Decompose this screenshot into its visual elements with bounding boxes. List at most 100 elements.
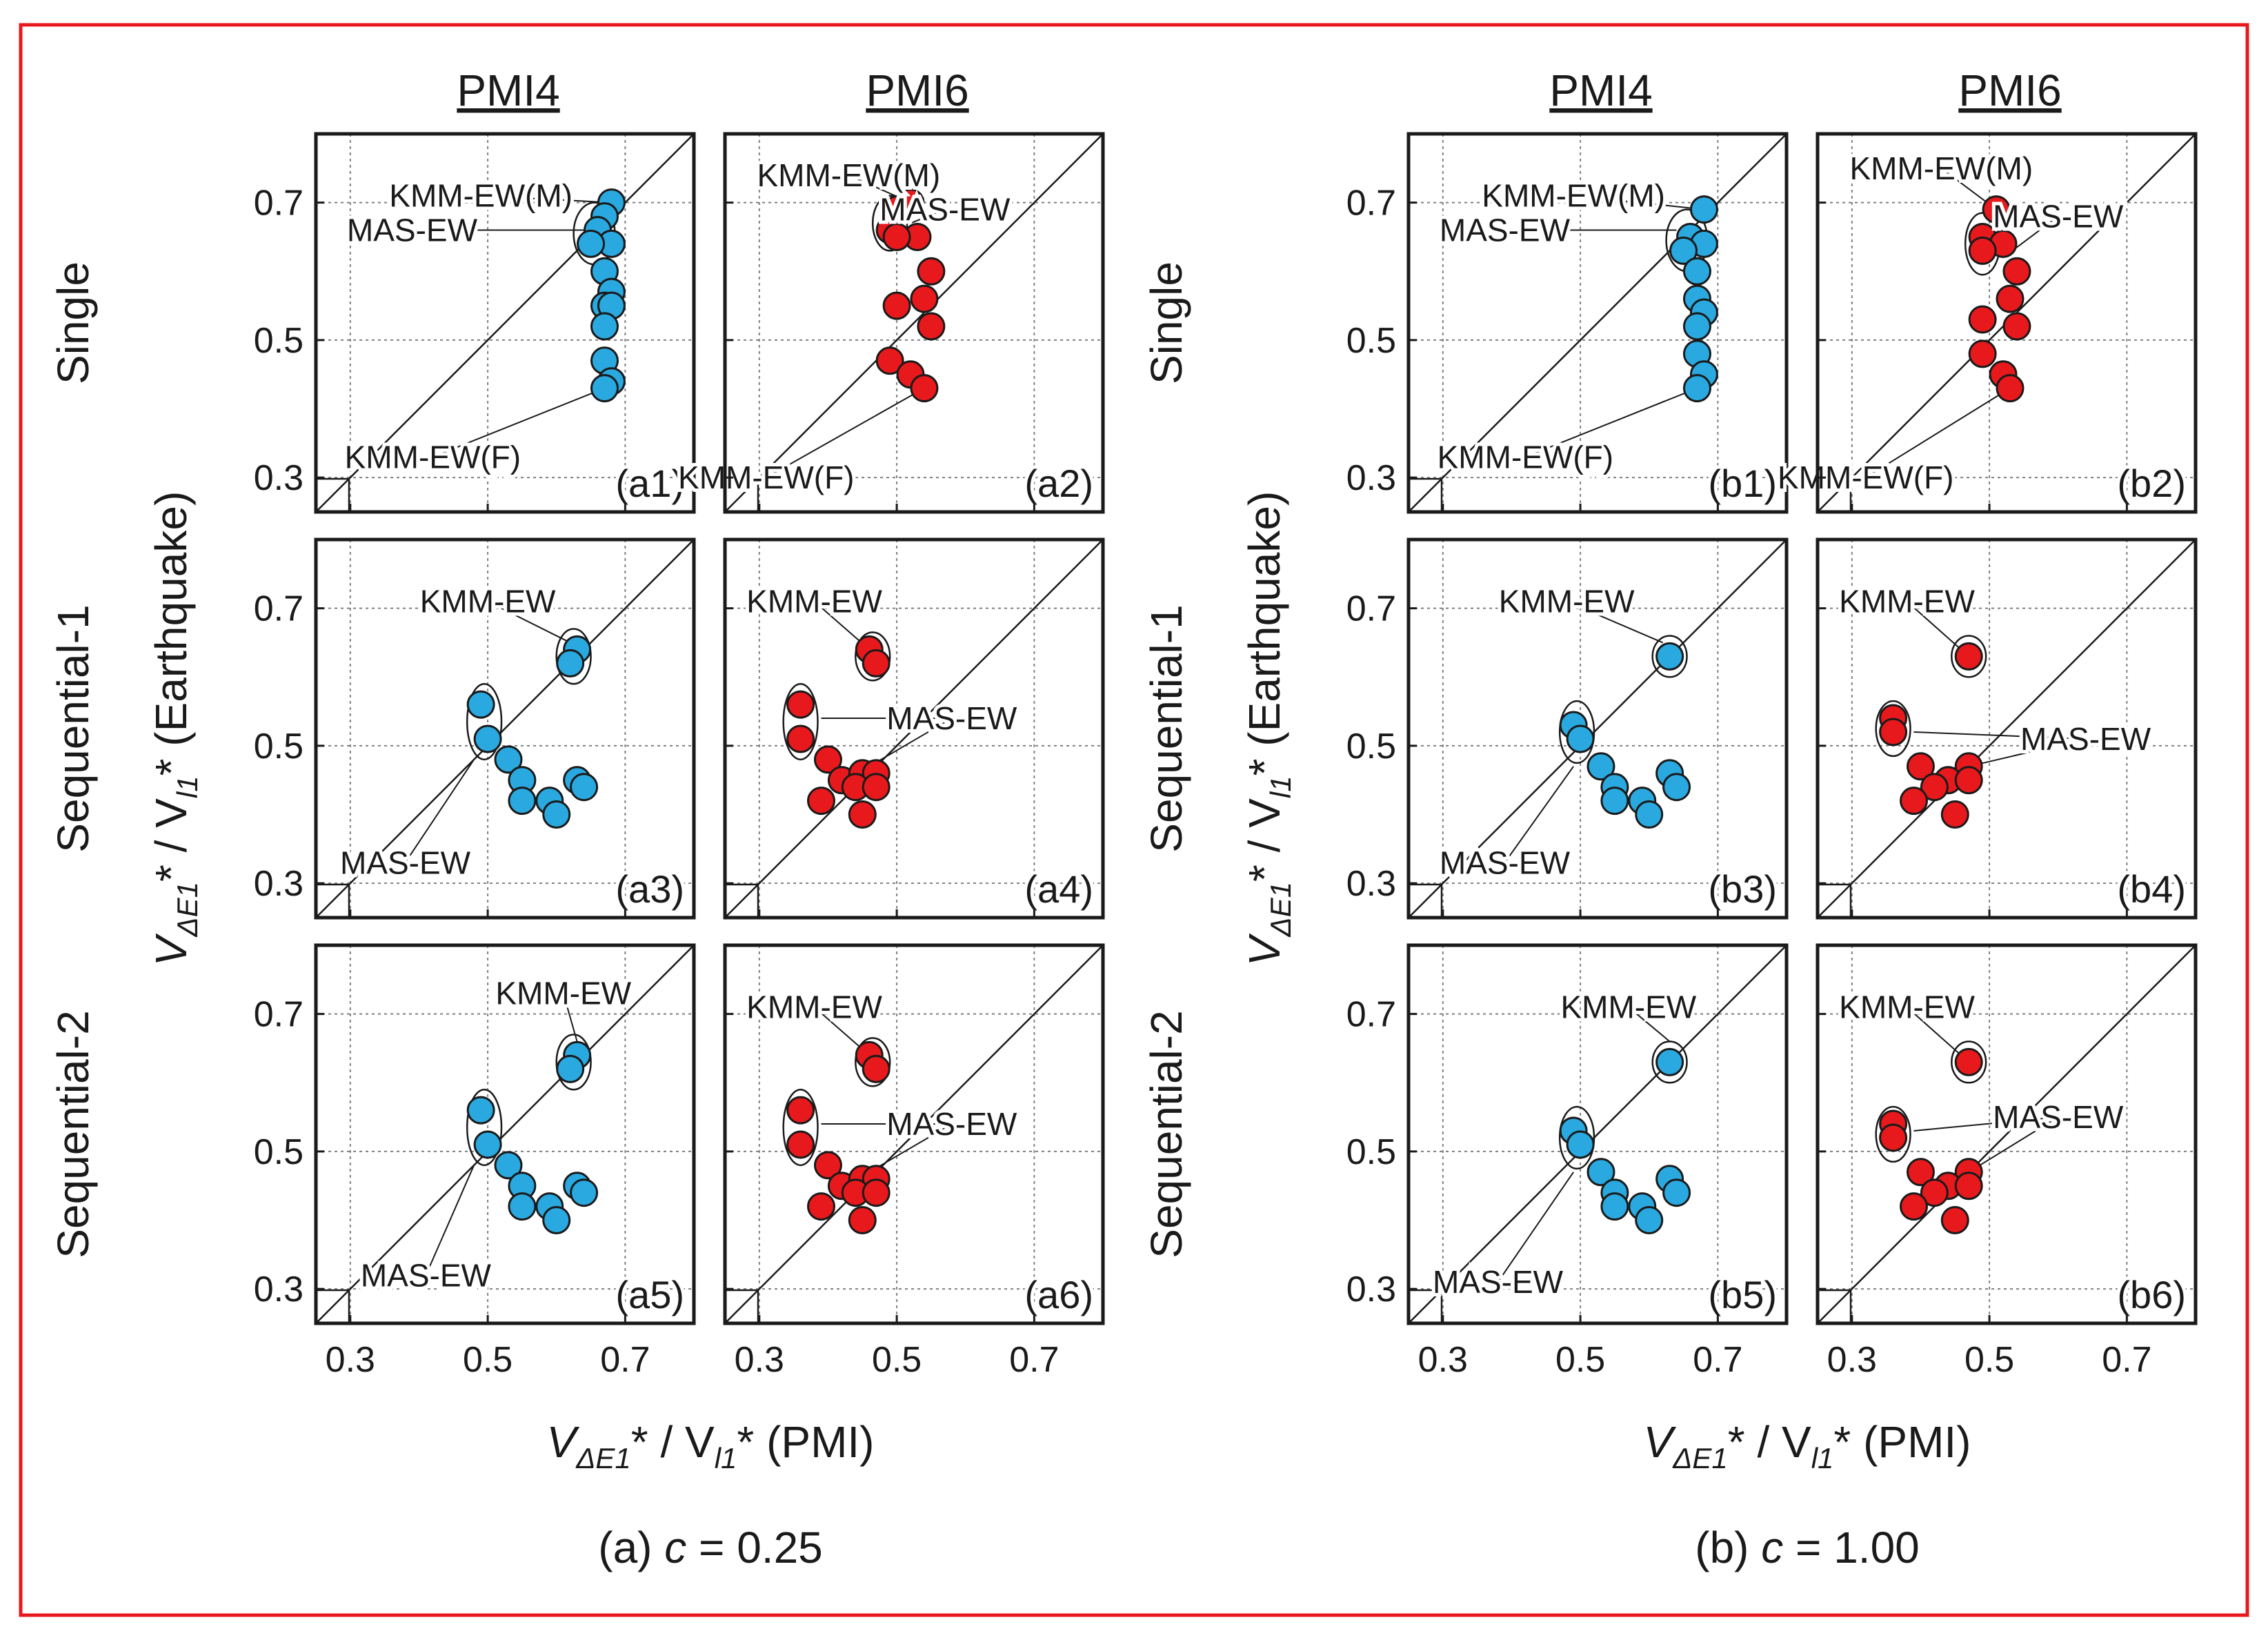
leader-line bbox=[910, 208, 946, 224]
data-point bbox=[917, 312, 946, 341]
annotation-label: MAS-EW bbox=[1440, 844, 1571, 880]
y-label-main: V bbox=[146, 933, 196, 966]
data-point bbox=[556, 649, 585, 678]
annotation-label: KMM-EW(F) bbox=[345, 439, 521, 475]
leader-line bbox=[404, 759, 475, 863]
diagonal-line bbox=[316, 134, 694, 512]
group-ellipse bbox=[855, 631, 891, 682]
row-labels: Single Sequential-1 Sequential-2 Single … bbox=[48, 261, 1191, 1258]
data-point bbox=[473, 724, 502, 753]
data-point bbox=[806, 1192, 835, 1221]
data-point bbox=[1954, 1172, 1983, 1201]
data-point bbox=[1662, 773, 1691, 802]
y-tick-label: 0.3 bbox=[1346, 864, 1396, 904]
panel-label: (a6) bbox=[1024, 1273, 1093, 1316]
row-label-b-sequential-2: Sequential-2 bbox=[1142, 1010, 1191, 1258]
caption-a-value: = 0.25 bbox=[686, 1523, 823, 1572]
data-point bbox=[473, 1130, 502, 1159]
caption-a-var: c bbox=[664, 1523, 686, 1572]
annotation-label: MAS-EW bbox=[886, 700, 1017, 736]
leader-line bbox=[1525, 387, 1698, 458]
data-point bbox=[910, 374, 939, 403]
data-point bbox=[542, 800, 571, 829]
y-label-main-b: V bbox=[1240, 933, 1289, 966]
column-header-b-pmi4: PMI4 bbox=[1549, 66, 1652, 115]
column-header-a-pmi4: PMI4 bbox=[457, 66, 559, 115]
data-point bbox=[1954, 642, 1983, 671]
x-label-sub2: l1 bbox=[715, 1442, 737, 1474]
panel-label: (b3) bbox=[1708, 867, 1777, 911]
y-tick-label: 0.5 bbox=[254, 1132, 304, 1172]
data-point bbox=[875, 346, 904, 375]
caption-b-var: c bbox=[1761, 1523, 1783, 1572]
panel-label: (b4) bbox=[2117, 867, 2186, 911]
data-point bbox=[1982, 195, 2011, 224]
x-tick-label: 0.3 bbox=[326, 1340, 375, 1380]
annotation-label: MAS-EW bbox=[1993, 199, 2124, 235]
plot-frame bbox=[314, 943, 696, 1325]
data-point bbox=[1586, 752, 1615, 781]
x-label-sub: ΔE1 bbox=[575, 1442, 631, 1474]
annotation-label: KMM-EW bbox=[1839, 584, 1975, 620]
data-point bbox=[577, 229, 606, 258]
panel-label: (a1) bbox=[615, 462, 684, 505]
group-ellipse bbox=[466, 1088, 503, 1167]
leader-line bbox=[1573, 195, 1704, 210]
data-point bbox=[590, 374, 619, 403]
data-point bbox=[1954, 1047, 1983, 1076]
row-label-b-sequential-1: Sequential-1 bbox=[1142, 604, 1191, 852]
data-point bbox=[917, 257, 946, 286]
y-label-sub2-b: l1 bbox=[1264, 775, 1297, 798]
row-label-a-sequential-1: Sequential-1 bbox=[48, 604, 98, 852]
diagonal-line bbox=[316, 540, 694, 918]
y-tick-label: 0.3 bbox=[1346, 458, 1396, 498]
x-label-sub-b: ΔE1 bbox=[1672, 1442, 1728, 1474]
panel-b1: KMM-EW(M)MAS-EW KMM-EW(F) (b1) 0.3 0.5 0.7 bbox=[1346, 132, 1789, 514]
annotation-label: KMM-EW bbox=[420, 584, 556, 620]
plot-frame bbox=[1406, 943, 1789, 1325]
data-point bbox=[786, 690, 815, 719]
group-ellipse bbox=[1951, 1040, 1987, 1084]
data-point bbox=[1879, 718, 1908, 747]
annotation-label: KMM-EW bbox=[746, 989, 882, 1025]
annotation-label: KMM-EW(M) bbox=[757, 157, 940, 193]
panel-b3: KMM-EW MAS-EW (b3) 0.3 0.5 0.7 bbox=[1346, 537, 1789, 920]
plot-frame bbox=[1816, 132, 2198, 514]
diagonal-line bbox=[725, 540, 1103, 918]
data-point bbox=[1682, 312, 1711, 341]
column-header-b-pmi6: PMI6 bbox=[1958, 66, 2061, 115]
x-tick-label: 0.3 bbox=[1418, 1340, 1468, 1380]
annotation-label: KMM-EW(M) bbox=[1482, 178, 1665, 214]
panel-a3: KMM-EW MAS-EW (a3) 0.3 0.5 0.7 bbox=[254, 537, 696, 920]
panel-label: (a4) bbox=[1024, 867, 1093, 911]
leader-line bbox=[1865, 387, 2011, 479]
annotation-label: KMM-EW bbox=[746, 584, 882, 620]
data-point bbox=[1635, 1206, 1664, 1235]
data-point bbox=[508, 1192, 537, 1221]
annotation-label: MAS-EW bbox=[1993, 1099, 2124, 1135]
leader-line bbox=[1566, 600, 1664, 644]
data-point bbox=[1940, 1206, 1969, 1235]
data-point bbox=[806, 787, 835, 816]
annotation-label: KMM-EW bbox=[1560, 989, 1696, 1025]
leader-line bbox=[868, 718, 953, 767]
x-label-sub2-b: l1 bbox=[1811, 1442, 1834, 1474]
plot-frame bbox=[723, 943, 1105, 1325]
leader-line bbox=[562, 993, 578, 1042]
y-tick-label: 0.7 bbox=[254, 589, 304, 629]
data-point bbox=[1996, 284, 2025, 313]
y-label-sub2: l1 bbox=[171, 775, 203, 798]
x-tick-label: 0.5 bbox=[872, 1340, 922, 1380]
leader-line bbox=[1913, 731, 2086, 740]
x-tick-label: 0.5 bbox=[1555, 1340, 1605, 1380]
data-point bbox=[882, 291, 911, 320]
y-label-mid-b: * / V bbox=[1240, 798, 1289, 882]
data-point bbox=[508, 787, 537, 816]
x-tick-label: 0.7 bbox=[1009, 1340, 1059, 1380]
y-tick-label: 0.7 bbox=[254, 184, 304, 224]
data-point bbox=[1920, 773, 1949, 802]
data-point bbox=[786, 1130, 815, 1159]
group-ellipse bbox=[1558, 700, 1595, 764]
caption-b: (b) c = 1.00 bbox=[1695, 1523, 1920, 1572]
leader-line bbox=[481, 195, 612, 204]
